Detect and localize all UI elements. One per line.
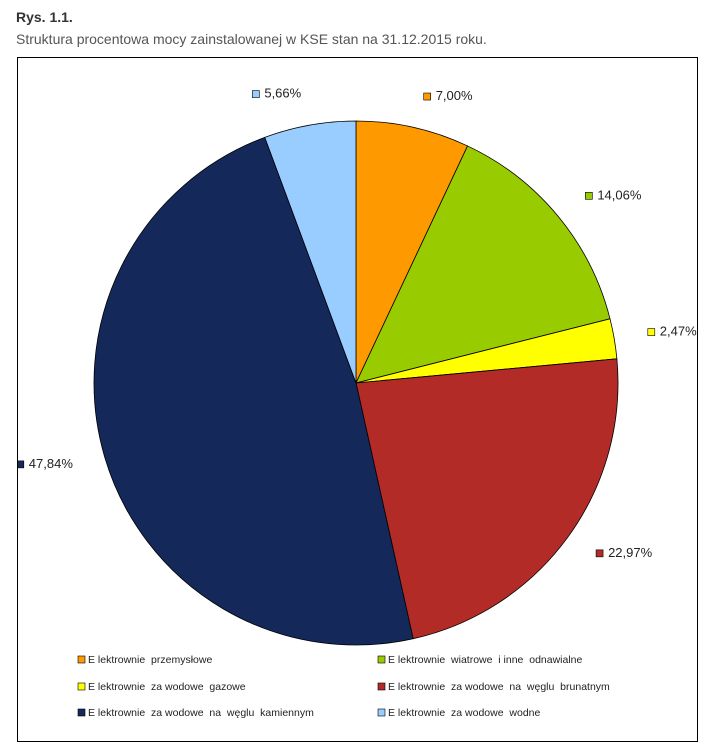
data-label-marker bbox=[423, 92, 431, 101]
legend-item-elektrownie-zawodowe-na-weglu-kamiennym: E lektrownie za wodowe na węglu kamienny… bbox=[77, 707, 314, 719]
legend-label: E lektrownie za wodowe na węglu brunatny… bbox=[388, 681, 610, 693]
pie-data-labels: 7,00% 14,06% 2,47% 22,97% 47,84% 5,66% bbox=[16, 86, 697, 560]
legend-swatch bbox=[377, 682, 386, 691]
legend-item-elektrownie-wiatrowe-i-inne-odnawialne: E lektrownie wiatrowe i inne odnawialne bbox=[377, 654, 583, 666]
legend-swatch bbox=[377, 708, 386, 717]
legend-label: E lektrownie za wodowe gazowe bbox=[88, 681, 246, 693]
data-label-elektrownie-zawodowe-wodne: 5,66% bbox=[252, 86, 302, 101]
figure-caption: Struktura procentowa mocy zainstalowanej… bbox=[16, 31, 487, 47]
pie-slice-elektrownie-zawodowe-wodne bbox=[264, 120, 357, 384]
pie-chart: 7,00% 14,06% 2,47% 22,97% 47,84% 5,66% E lekt… bbox=[16, 86, 697, 719]
figure-label: Rys. 1.1. bbox=[16, 9, 73, 25]
data-label-marker bbox=[16, 460, 25, 469]
data-label-text: 7,00% bbox=[436, 88, 473, 103]
pie-slice-elektrownie-wiatrowe-i-inne-odnawialne bbox=[355, 145, 611, 384]
chart-legend: E lektrownie przemysłowe E lektrownie wia… bbox=[77, 654, 610, 719]
data-label-marker bbox=[595, 549, 604, 558]
legend-label: E lektrownie przemysłowe bbox=[88, 654, 212, 666]
data-label-text: 2,47% bbox=[660, 324, 697, 339]
pie-slice-elektrownie-zawodowe-na-weglu-brunatnym bbox=[355, 358, 619, 640]
legend-label: E lektrownie wiatrowe i inne odnawialne bbox=[388, 654, 583, 666]
data-label-marker bbox=[647, 328, 656, 336]
legend-item-elektrownie-przemyslowe: E lektrownie przemysłowe bbox=[77, 654, 212, 666]
legend-swatch bbox=[377, 655, 386, 664]
data-label-marker bbox=[585, 191, 593, 200]
pie-slice-elektrownie-przemyslowe bbox=[355, 120, 469, 384]
data-label-text: 5,66% bbox=[264, 86, 301, 101]
legend-item-elektrownie-zawodowe-gazowe: E lektrownie za wodowe gazowe bbox=[77, 681, 246, 693]
data-label-elektrownie-przemyslowe: 7,00% bbox=[423, 88, 473, 103]
data-label-elektrownie-wiatrowe-i-inne-odnawialne: 14,06% bbox=[585, 187, 642, 202]
chart-frame: 7,00% 14,06% 2,47% 22,97% 47,84% 5,66% E lekt… bbox=[16, 57, 698, 742]
pie-slices bbox=[93, 120, 619, 646]
data-label-text: 47,84% bbox=[29, 456, 74, 471]
data-label-marker bbox=[252, 90, 260, 98]
legend-swatch bbox=[77, 708, 86, 717]
legend-label: E lektrownie za wodowe na węglu kamienny… bbox=[88, 707, 314, 719]
legend-swatch bbox=[77, 682, 86, 691]
data-label-text: 14,06% bbox=[597, 187, 642, 202]
data-label-elektrownie-zawodowe-na-weglu-brunatnym: 22,97% bbox=[595, 545, 653, 560]
data-label-text: 22,97% bbox=[608, 545, 653, 560]
legend-label: E lektrownie za wodowe wodne bbox=[388, 707, 540, 719]
legend-item-elektrownie-zawodowe-na-weglu-brunatnym: E lektrownie za wodowe na węglu brunatny… bbox=[377, 681, 610, 693]
data-label-elektrownie-zawodowe-na-weglu-kamiennym: 47,84% bbox=[16, 456, 74, 471]
pie-slice-elektrownie-zawodowe-na-weglu-kamiennym bbox=[93, 136, 414, 646]
legend-item-elektrownie-zawodowe-wodne: E lektrownie za wodowe wodne bbox=[377, 707, 540, 719]
data-label-elektrownie-zawodowe-gazowe: 2,47% bbox=[647, 324, 697, 339]
legend-swatch bbox=[77, 655, 86, 664]
